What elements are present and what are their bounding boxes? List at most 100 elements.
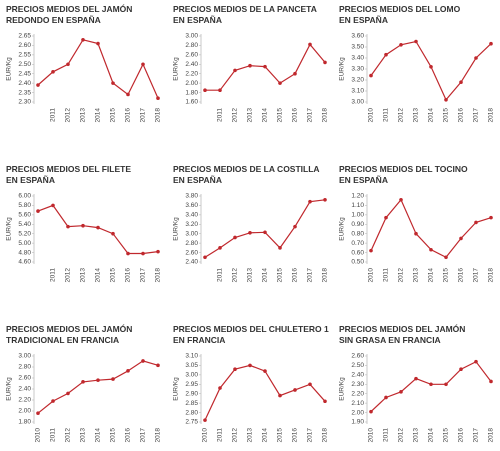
x-tick-label: 2014: [428, 108, 435, 123]
y-tick-label: 2.40: [18, 80, 31, 87]
chart-title: EN ESPAÑA: [339, 175, 388, 185]
point: [263, 369, 267, 373]
chart-title: EN ESPAÑA: [173, 175, 222, 185]
chart-title: TRADICIONAL EN FRANCIA: [6, 335, 119, 345]
x-tick-label: 2011: [383, 428, 390, 442]
x-tick-label: 2015: [110, 108, 117, 123]
y-tick-label: 1.90: [351, 419, 364, 426]
x-tick-label: 2018: [322, 268, 329, 283]
point: [233, 367, 237, 371]
y-tick-label: 2.40: [185, 61, 198, 68]
y-tick-label: 5.80: [18, 202, 31, 209]
x-tick-label: 2016: [292, 268, 299, 283]
x-tick-label: 2017: [307, 428, 314, 443]
point: [444, 382, 448, 387]
x-tick-label: 2015: [443, 428, 450, 443]
y-tick-label: 1.20: [351, 193, 364, 200]
point: [263, 64, 267, 69]
y-tick-label: 2.50: [351, 362, 364, 369]
y-tick-label: 2.55: [18, 52, 31, 59]
y-tick-label: 2.45: [18, 70, 31, 77]
x-tick-label: 2017: [307, 108, 314, 123]
y-tick-label: 2.80: [185, 42, 198, 49]
y-tick-label: 2.60: [18, 42, 31, 49]
point: [308, 42, 312, 47]
y-tick-label: 3.20: [351, 77, 364, 84]
x-tick-label: 2018: [155, 268, 162, 283]
x-tick-label: 2010: [368, 108, 375, 123]
y-tick-label: 3.10: [351, 88, 364, 95]
x-tick-label: 2017: [140, 108, 147, 123]
y-tick-label: 2.60: [351, 353, 364, 360]
point: [489, 215, 493, 220]
chart-title: PRECIOS MEDIOS DEL LOMO: [339, 4, 461, 14]
y-axis-label: EUR/Kg: [339, 217, 346, 241]
chart-title: PRECIOS MEDIOS DE LA PANCETA: [173, 4, 317, 14]
y-tick-label: 5.20: [18, 230, 31, 237]
point: [263, 230, 267, 235]
x-tick-label: 2014: [262, 108, 269, 123]
x-tick-label: 2013: [247, 108, 254, 123]
line: [204, 364, 326, 421]
y-tick-label: 3.40: [351, 55, 364, 62]
chart-title: PRECIOS MEDIOS DE LA COSTILLA: [173, 164, 320, 174]
point: [384, 215, 388, 220]
chart-panel: PRECIOS MEDIOS DEL CHULETERO 1EN FRANCIA…: [173, 324, 329, 442]
point: [36, 411, 40, 415]
x-tick-label: 2017: [307, 268, 314, 283]
y-tick-label: 6.00: [18, 193, 31, 200]
x-tick-label: 2010: [35, 428, 42, 443]
y-tick-label: 5.40: [18, 221, 31, 228]
x-tick-label: 2018: [322, 428, 329, 443]
x-tick-label: 2010: [202, 428, 209, 443]
point: [156, 96, 160, 101]
point: [323, 197, 327, 202]
x-tick-label: 2011: [217, 268, 224, 282]
point: [399, 43, 403, 47]
y-tick-label: 2.60: [185, 249, 198, 256]
x-tick-label: 2012: [65, 108, 72, 123]
y-tick-label: 3.05: [185, 362, 198, 369]
line: [204, 199, 326, 258]
y-tick-label: 3.10: [185, 353, 198, 360]
point: [233, 235, 237, 240]
line: [37, 204, 159, 255]
point: [126, 251, 130, 256]
line: [37, 39, 159, 99]
y-tick-label: 2.20: [351, 390, 364, 397]
y-tick-label: 2.30: [351, 381, 364, 388]
y-tick-label: 2.90: [185, 390, 198, 397]
x-tick-label: 2016: [458, 268, 465, 283]
x-tick-label: 2015: [277, 108, 284, 123]
x-tick-label: 2010: [368, 428, 375, 443]
x-tick-label: 2011: [217, 428, 224, 442]
point: [96, 378, 100, 382]
y-tick-label: 3.00: [351, 99, 364, 106]
line: [370, 40, 492, 101]
x-tick-label: 2012: [398, 108, 405, 123]
point: [384, 52, 388, 57]
x-tick-label: 2016: [458, 428, 465, 443]
x-tick-label: 2011: [50, 428, 57, 442]
y-tick-label: 2.85: [185, 400, 198, 407]
point: [444, 98, 448, 102]
y-tick-label: 1.80: [18, 419, 31, 426]
chart-title: PRECIOS MEDIOS DEL FILETE: [6, 164, 131, 174]
point: [278, 393, 282, 398]
y-tick-label: 3.50: [351, 44, 364, 51]
x-tick-label: 2016: [292, 428, 299, 443]
x-tick-label: 2015: [110, 268, 117, 283]
point: [474, 359, 478, 364]
x-tick-label: 2016: [125, 108, 132, 123]
point: [399, 390, 403, 394]
point: [111, 377, 115, 381]
point: [489, 379, 493, 384]
x-tick-label: 2018: [155, 428, 162, 443]
line: [370, 360, 492, 413]
point: [81, 37, 85, 42]
x-tick-label: 2016: [458, 108, 465, 123]
